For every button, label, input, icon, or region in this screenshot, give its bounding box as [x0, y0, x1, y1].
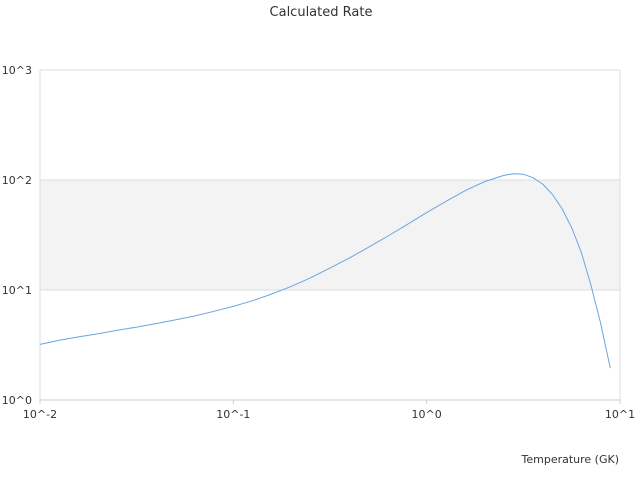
plot-band: [40, 180, 620, 290]
grid-lines: [39, 69, 621, 401]
plot-bands: [40, 70, 620, 400]
chart-title: Calculated Rate: [270, 5, 373, 20]
y-tick-label: 10^0: [2, 394, 32, 407]
x-tick-label: 10^-1: [216, 408, 250, 421]
series-line: [39, 173, 611, 369]
y-tick-label: 10^3: [2, 64, 32, 77]
y-tick-label: 10^2: [2, 174, 32, 187]
y-axis-ticks: 10^0 10^1 10^2 10^3: [2, 64, 32, 407]
x-axis-ticks: 10^-2 10^-1 10^0 10^1: [23, 400, 635, 421]
y-tick-label: 10^1: [2, 284, 32, 297]
x-tick-label: 10^-2: [23, 408, 57, 421]
x-tick-label: 10^1: [605, 408, 635, 421]
plot-band: [40, 290, 620, 400]
series-group: [39, 173, 611, 369]
x-axis-label: Temperature (GK): [521, 453, 620, 466]
plot-band: [40, 70, 620, 180]
x-tick-label: 10^0: [412, 408, 442, 421]
